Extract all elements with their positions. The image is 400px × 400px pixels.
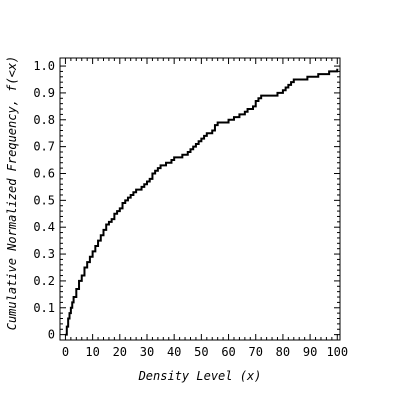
x-tick-label: 40 xyxy=(167,345,181,359)
y-axis-tick-labels: 0 0.1 0.2 0.3 0.4 0.5 0.6 0.7 0.8 0.9 1.0 xyxy=(33,59,55,342)
y-tick-label: 0 xyxy=(48,328,55,342)
y-tick-label: 0.5 xyxy=(33,193,55,207)
y-tick-label: 0.6 xyxy=(33,166,55,180)
x-axis-title: Density Level (x) xyxy=(138,369,262,383)
y-axis-title: Cumulative Normalized Frequency, f(<x) xyxy=(5,56,19,331)
x-tick-label: 60 xyxy=(221,345,235,359)
y-tick-label: 0.2 xyxy=(33,274,55,288)
cumulative-series-line xyxy=(65,68,339,336)
y-tick-label: 0.4 xyxy=(33,220,55,234)
y-tick-label: 1.0 xyxy=(33,59,55,73)
y-tick-label: 0.8 xyxy=(33,113,55,127)
x-axis-ticks xyxy=(64,58,338,340)
plot-frame xyxy=(59,57,341,341)
y-tick-label: 0.1 xyxy=(33,301,55,315)
y-tick-label: 0.9 xyxy=(33,86,55,100)
y-tick-label: 0.3 xyxy=(33,247,55,261)
x-tick-label: 90 xyxy=(303,345,317,359)
x-tick-label: 20 xyxy=(113,345,127,359)
y-axis-ticks xyxy=(60,65,340,336)
x-tick-label: 0 xyxy=(62,345,69,359)
x-tick-label: 10 xyxy=(85,345,99,359)
x-tick-label: 70 xyxy=(249,345,263,359)
x-axis-tick-labels: 0 10 20 30 40 50 60 70 80 90 100 xyxy=(62,345,348,359)
x-tick-label: 30 xyxy=(140,345,154,359)
x-tick-label: 80 xyxy=(276,345,290,359)
x-tick-label: 100 xyxy=(326,345,348,359)
y-tick-label: 0.7 xyxy=(33,140,55,154)
x-tick-label: 50 xyxy=(194,345,208,359)
